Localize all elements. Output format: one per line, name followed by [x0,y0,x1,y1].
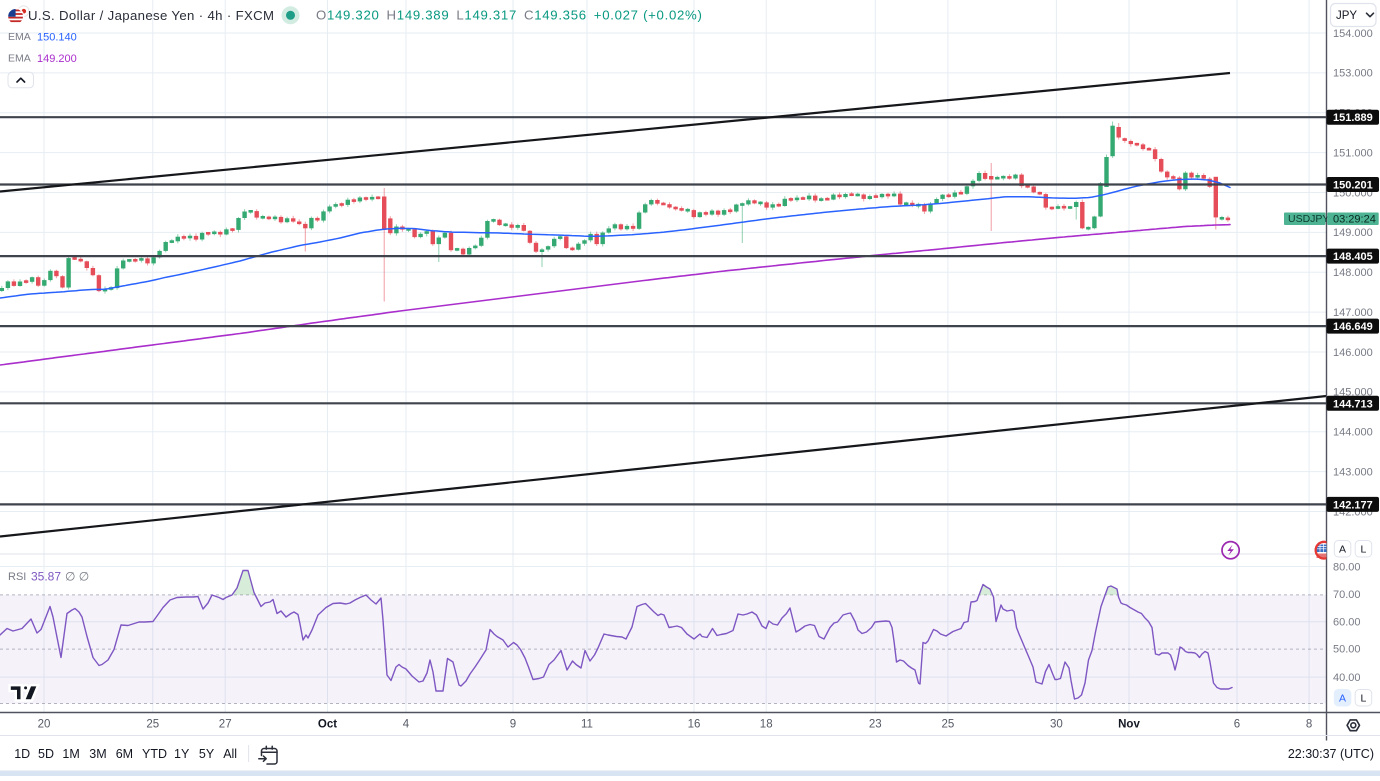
svg-text:148.405: 148.405 [1333,251,1373,263]
svg-text:25: 25 [942,719,955,731]
svg-text:151.889: 151.889 [1333,112,1373,124]
svg-text:Oct: Oct [318,719,337,731]
svg-text:22:30:37 (UTC): 22:30:37 (UTC) [1288,747,1374,761]
svg-text:70.00: 70.00 [1333,589,1361,601]
svg-text:148.000: 148.000 [1333,267,1373,279]
svg-text:YTD: YTD [142,747,167,761]
svg-text:5Y: 5Y [199,747,215,761]
svg-text:150.140: 150.140 [37,32,77,44]
svg-text:RSI: RSI [8,571,26,583]
svg-text:6M: 6M [116,747,133,761]
svg-text:3M: 3M [89,747,106,761]
svg-text:03:29:24: 03:29:24 [1333,213,1376,225]
svg-text:USDJPY: USDJPY [1288,213,1329,225]
svg-text:∅ ∅: ∅ ∅ [65,570,89,584]
svg-text:A: A [1339,693,1346,705]
svg-text:147.000: 147.000 [1333,307,1373,319]
svg-text:25: 25 [146,719,159,731]
svg-text:JPY: JPY [1336,10,1357,22]
svg-text:9: 9 [510,719,516,731]
svg-text:146.000: 146.000 [1333,347,1373,359]
svg-text:L: L [1360,544,1366,556]
svg-text:27: 27 [219,719,232,731]
svg-text:1Y: 1Y [174,747,190,761]
svg-text:142.177: 142.177 [1333,499,1373,511]
svg-text:149.200: 149.200 [37,53,77,65]
svg-text:EMA: EMA [8,53,31,65]
svg-text:All: All [223,747,237,761]
svg-text:1D: 1D [14,747,30,761]
svg-text:20: 20 [38,719,51,731]
svg-text:151.000: 151.000 [1333,147,1373,159]
svg-text:4: 4 [403,719,410,731]
svg-text:40.00: 40.00 [1333,672,1361,684]
svg-text:143.000: 143.000 [1333,466,1373,478]
svg-text:153.000: 153.000 [1333,68,1373,80]
svg-text:30: 30 [1050,719,1063,731]
svg-text:1M: 1M [62,747,79,761]
svg-text:L: L [1360,693,1366,705]
svg-text:60.00: 60.00 [1333,617,1361,629]
svg-text:EMA: EMA [8,31,31,43]
svg-text:5D: 5D [38,747,54,761]
svg-text:23: 23 [869,719,882,731]
svg-text:A: A [1339,544,1346,556]
svg-text:144.000: 144.000 [1333,427,1373,439]
svg-text:16: 16 [688,719,701,731]
svg-text:U.S. Dollar / Japanese Yen · 4: U.S. Dollar / Japanese Yen · 4h · FXCM [28,8,274,23]
svg-text:154.000: 154.000 [1333,28,1373,40]
svg-text:8: 8 [1306,719,1312,731]
svg-text:35.87: 35.87 [31,570,61,584]
svg-text:150.201: 150.201 [1333,180,1373,192]
svg-text:6: 6 [1234,719,1240,731]
svg-text:80.00: 80.00 [1333,561,1361,573]
svg-text:149.000: 149.000 [1333,227,1373,239]
svg-text:18: 18 [760,719,773,731]
svg-text:144.713: 144.713 [1333,398,1373,410]
svg-text:50.00: 50.00 [1333,644,1361,656]
svg-text:146.649: 146.649 [1333,321,1373,333]
svg-text:Nov: Nov [1118,719,1140,731]
svg-text:11: 11 [581,719,593,731]
